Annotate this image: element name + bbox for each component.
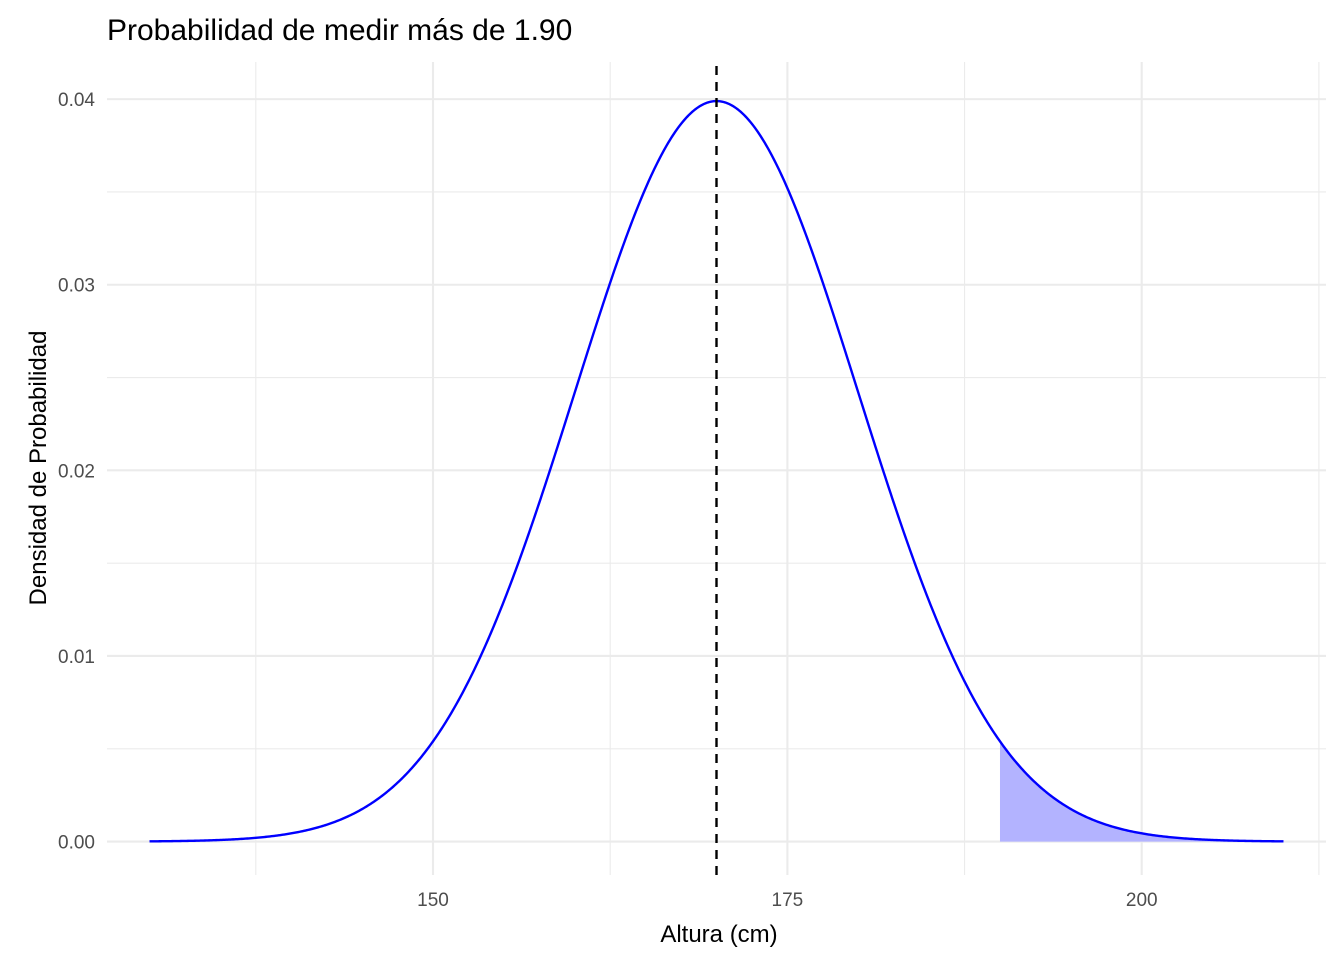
shaded-tail-area — [999, 741, 1284, 842]
plot-marks — [149, 66, 1284, 875]
x-tick-labels: 150 175 200 — [417, 890, 1157, 911]
y-tick-label: 0.04 — [58, 90, 95, 111]
x-axis-label: Altura (cm) — [660, 921, 777, 948]
y-tick-label: 0.02 — [58, 461, 95, 482]
y-tick-label: 0.01 — [58, 647, 95, 668]
x-tick-label: 200 — [1126, 890, 1158, 911]
chart-title: Probabilidad de medir más de 1.90 — [107, 14, 572, 47]
y-tick-label: 0.03 — [58, 276, 95, 297]
x-tick-label: 175 — [772, 890, 804, 911]
y-axis-label: Densidad de Probabilidad — [25, 331, 52, 606]
x-tick-label: 150 — [417, 890, 449, 911]
y-tick-label: 0.00 — [58, 833, 95, 854]
y-tick-labels: 0.00 0.01 0.02 0.03 0.04 — [58, 90, 95, 853]
